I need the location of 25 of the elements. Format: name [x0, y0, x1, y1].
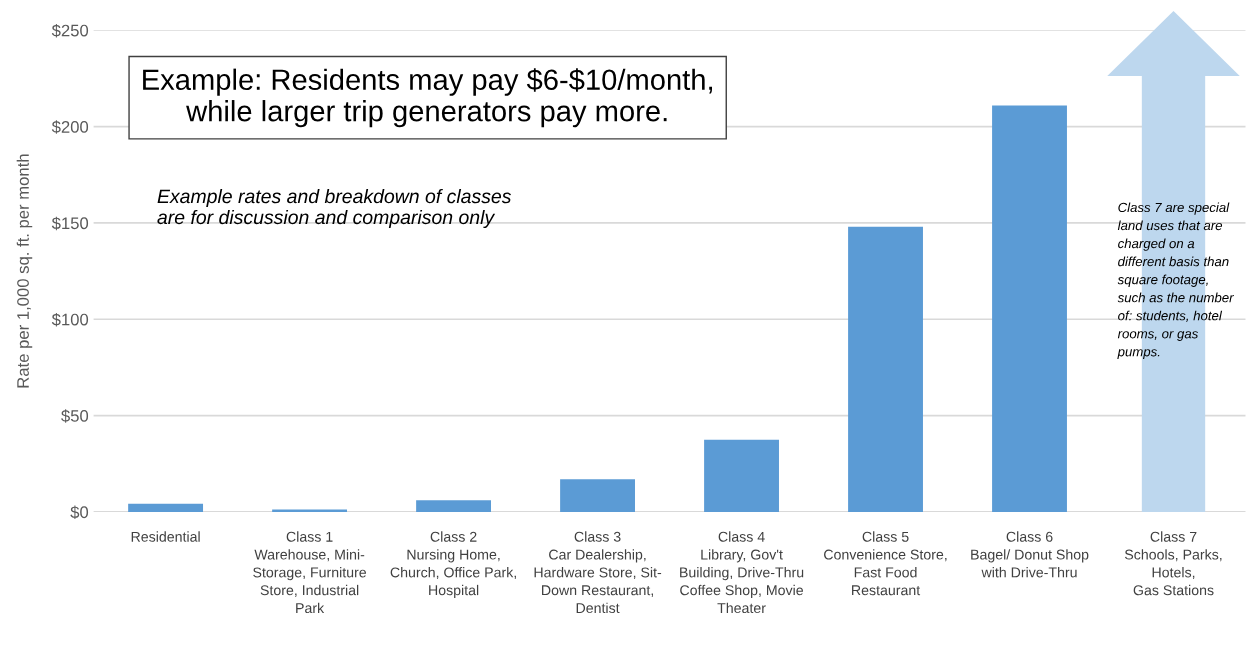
x-tick-label: Class 5 Convenience Store, Fast Food Restaurant	[824, 531, 947, 596]
y-tick-label: $150	[51, 216, 89, 231]
y-tick-label: $250	[51, 23, 89, 38]
y-tick-label: $200	[51, 120, 89, 134]
bar	[560, 479, 635, 512]
bar	[272, 509, 348, 512]
annotation: Example rates and breakdown of classes are for discussion and comparison only	[157, 188, 512, 229]
bar	[848, 226, 923, 512]
y-tick-label: $100	[51, 312, 89, 327]
bar	[416, 500, 492, 512]
x-tick-label: Class 2 Nursing Home, Church, Office Park, Hospital	[390, 531, 516, 599]
y-tick-label: $50	[61, 409, 89, 423]
bar	[128, 503, 204, 512]
x-tick-label: Class 3 Car Dealership, Hardware Store, Sit- Down Restaurant, Dentist	[534, 531, 662, 614]
bar	[704, 439, 779, 512]
y-axis-title: Rate per 1,000 sq. ft. per month	[16, 154, 33, 388]
annotation: Example: Residents may pay $6-$10/month, while larger trip generators pay more.	[143, 68, 712, 128]
y-tick-label: $0	[70, 505, 89, 520]
x-tick-label: Class 7 Schools, Parks, Hotels, Gas Stations	[1124, 531, 1222, 596]
x-tick-label: Residential	[131, 531, 200, 542]
bar	[992, 105, 1067, 512]
text: Class 7 are special land uses that are charged on a different basis than square footage, such as the number of: students, hotel rooms, or gas pumps.	[1117, 202, 1234, 360]
x-tick-label: Class 4 Library, Gov't Building, Drive-Thru Coffee Shop, Movie Theater	[680, 531, 804, 614]
x-tick-label: Class 6 Bagel/ Donut Shop with Drive-Thru	[971, 531, 1089, 578]
x-tick-label: Class 1 Warehouse, Mini- Storage, Furniture Store, Industrial Park	[253, 531, 367, 614]
